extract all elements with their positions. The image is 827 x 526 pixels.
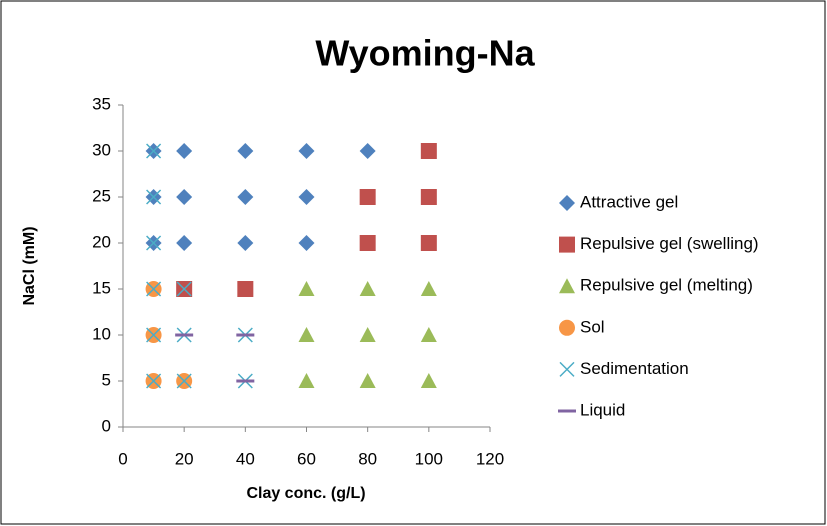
legend-marker — [559, 361, 575, 377]
point — [420, 281, 437, 296]
y-tick-label: 25 — [92, 186, 111, 205]
legend-label: Sol — [580, 317, 605, 336]
x-tick-label: 100 — [415, 449, 443, 468]
legend-label: Liquid — [580, 400, 625, 419]
y-tick-label: 0 — [102, 416, 111, 435]
point — [298, 235, 315, 251]
point — [237, 281, 254, 297]
x-tick-label: 120 — [476, 449, 504, 468]
point — [420, 373, 437, 388]
point — [176, 281, 192, 297]
x-tick-label: 0 — [118, 449, 127, 468]
point — [146, 281, 162, 297]
point — [298, 281, 315, 296]
point — [176, 373, 192, 389]
point — [237, 235, 254, 251]
point — [420, 235, 437, 251]
x-axis-title: Clay conc. (g/L) — [246, 485, 365, 502]
point — [359, 373, 376, 388]
x-tick-label: 60 — [297, 449, 316, 468]
point — [420, 189, 437, 205]
point — [420, 327, 437, 342]
legend-marker — [559, 195, 575, 211]
point — [298, 373, 315, 388]
point — [237, 189, 254, 205]
legend-label: Repulsive gel (swelling) — [580, 234, 759, 253]
point — [359, 327, 376, 342]
legend-marker — [559, 278, 575, 294]
point — [237, 143, 254, 159]
legend-label: Attractive gel — [580, 192, 678, 211]
point — [298, 327, 315, 342]
point — [359, 143, 376, 159]
point — [146, 189, 162, 205]
y-tick-label: 20 — [92, 232, 111, 251]
y-axis-title: NaCl (mM) — [21, 226, 38, 305]
point — [298, 143, 315, 159]
point — [359, 281, 376, 296]
legend-label: Repulsive gel (melting) — [580, 276, 753, 295]
legend-marker — [559, 236, 575, 253]
point — [420, 143, 437, 159]
legend-marker — [559, 319, 575, 336]
point — [146, 373, 162, 389]
legend-label: Sedimentation — [580, 359, 689, 378]
point — [176, 235, 193, 251]
y-tick-label: 30 — [92, 140, 111, 159]
point — [146, 235, 162, 251]
y-tick-label: 5 — [102, 370, 111, 389]
point — [176, 189, 193, 205]
x-tick-label: 20 — [175, 449, 194, 468]
point — [359, 235, 376, 251]
point — [359, 189, 376, 205]
chart-title: Wyoming-Na — [315, 33, 535, 74]
y-tick-label: 35 — [92, 94, 111, 113]
point — [176, 143, 193, 159]
x-tick-label: 80 — [358, 449, 377, 468]
x-tick-label: 40 — [236, 449, 255, 468]
point — [146, 143, 162, 159]
point — [298, 189, 315, 205]
point — [146, 327, 162, 343]
y-tick-label: 10 — [92, 324, 111, 343]
y-tick-label: 15 — [92, 278, 111, 297]
